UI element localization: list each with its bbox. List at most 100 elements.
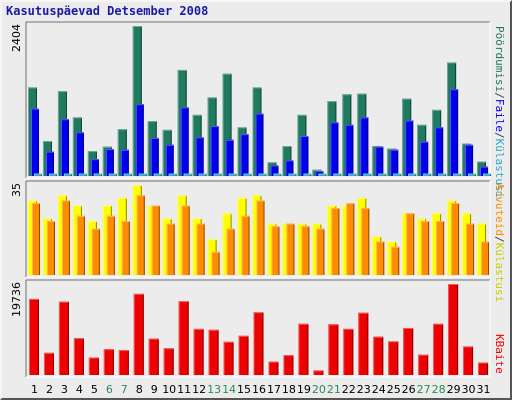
- bar-files: [315, 171, 324, 176]
- day-label-weekend: 6: [106, 383, 113, 396]
- bar-visits-small: [318, 173, 327, 176]
- bar-hosts: [286, 223, 295, 275]
- bar-kbytes: [163, 348, 174, 375]
- bar-kbytes: [178, 301, 189, 375]
- bar-visits-small: [198, 173, 207, 176]
- bar-kbytes: [328, 324, 339, 375]
- y-max-label: 2404: [10, 24, 23, 52]
- bar-hosts: [226, 228, 235, 275]
- bar-visits-small: [34, 173, 42, 176]
- day-label: 26: [402, 383, 416, 396]
- bar-hosts: [256, 200, 265, 275]
- bar-files: [375, 146, 384, 176]
- day-label: 3: [61, 383, 68, 396]
- panel-kbytes: 19736: [10, 279, 491, 378]
- bar-kbytes: [148, 338, 159, 375]
- day-label: 29: [447, 383, 461, 396]
- bar-visits-small: [258, 173, 267, 176]
- bar-visits-small: [228, 173, 237, 176]
- x-axis-day-labels: 1 2 3 4 5 6 7 8 9 10 11 12 13 14 15 16 17 18 19 20 21 22 23 24 2…: [31, 383, 491, 396]
- legend-visits: Arvuteid/Külastusi: [493, 183, 506, 302]
- bar-hosts: [151, 205, 160, 275]
- bar-kbytes: [73, 338, 84, 375]
- day-label-weekend: 21: [327, 383, 341, 396]
- day-label-weekend: 13: [207, 383, 221, 396]
- bar-visits-small: [348, 173, 357, 176]
- bar-hosts: [391, 246, 400, 275]
- bar-hosts: [211, 251, 220, 275]
- bar-files: [225, 139, 234, 176]
- day-label: 18: [282, 383, 296, 396]
- bar-files: [150, 137, 159, 176]
- bar-visits-small: [138, 173, 147, 176]
- bar-hosts: [106, 215, 115, 275]
- bar-hosts: [91, 228, 100, 275]
- day-label: 11: [177, 383, 191, 396]
- bar-hosts: [46, 221, 55, 275]
- bar-files: [360, 117, 369, 176]
- bar-visits-small: [363, 173, 372, 176]
- bar-visits-small: [93, 173, 102, 176]
- bar-hosts: [466, 223, 475, 275]
- bar-kbytes: [43, 352, 54, 375]
- bar-kbytes: [298, 323, 309, 375]
- bar-kbytes: [343, 328, 354, 375]
- bar-files: [405, 120, 414, 176]
- day-label: 30: [462, 383, 476, 396]
- bar-visits-small: [333, 173, 342, 176]
- bar-kbytes: [268, 361, 279, 375]
- day-label: 19: [297, 383, 311, 396]
- y-max-label: 35: [10, 183, 23, 197]
- bar-files: [435, 127, 444, 176]
- bar-files: [285, 160, 294, 176]
- bar-hosts: [121, 221, 130, 275]
- bar-hosts: [76, 215, 85, 275]
- bar-hosts: [136, 195, 145, 275]
- day-label: 31: [477, 383, 491, 396]
- legend-entry: Külastusi: [493, 243, 506, 303]
- bar-visits-small: [483, 173, 492, 176]
- bar-hosts: [436, 221, 445, 275]
- day-label: 2: [46, 383, 53, 396]
- bar-visits-small: [303, 173, 312, 176]
- bar-kbytes: [223, 341, 234, 375]
- bar-kbytes: [103, 349, 114, 375]
- bar-visits-small: [153, 173, 162, 176]
- bar-hosts: [271, 226, 280, 275]
- bar-hosts: [32, 203, 40, 275]
- day-label-weekend: 20: [312, 383, 326, 396]
- day-label: 22: [342, 383, 356, 396]
- bar-visits-small: [108, 173, 117, 176]
- day-label: 8: [136, 383, 143, 396]
- bar-visits-small: [78, 173, 87, 176]
- legend-side-labels: Pöördumisi/Faile/KülastusiArvuteid/Külas…: [493, 26, 506, 374]
- bar-kbytes: [373, 336, 384, 375]
- bar-pageviews: [132, 26, 142, 176]
- bar-files: [90, 159, 99, 176]
- bar-visits-small: [273, 173, 282, 176]
- bar-kbytes: [358, 312, 369, 375]
- bar-files: [345, 124, 354, 176]
- bar-hosts: [451, 203, 460, 275]
- chart-panels: 2404 35 19736: [10, 21, 492, 378]
- bar-kbytes: [283, 355, 294, 375]
- bar-kbytes: [29, 298, 39, 375]
- legend-entry: Arvuteid: [493, 183, 506, 236]
- bar-hosts: [331, 208, 340, 275]
- bar-files: [465, 144, 474, 176]
- bar-hosts: [301, 226, 310, 275]
- bar-kbytes: [463, 346, 474, 375]
- bar-kbytes: [418, 354, 429, 375]
- day-label-weekend: 27: [417, 383, 431, 396]
- bar-hosts: [346, 203, 355, 275]
- bar-files: [300, 136, 309, 176]
- bar-kbytes: [403, 327, 414, 375]
- legend-entry: /: [493, 236, 506, 243]
- day-label: 12: [192, 383, 206, 396]
- bar-hosts: [61, 200, 70, 275]
- day-label: 10: [162, 383, 176, 396]
- day-label: 16: [252, 383, 266, 396]
- day-label-weekend: 14: [222, 383, 236, 396]
- bar-files: [450, 89, 459, 176]
- legend-entry: /: [493, 92, 506, 99]
